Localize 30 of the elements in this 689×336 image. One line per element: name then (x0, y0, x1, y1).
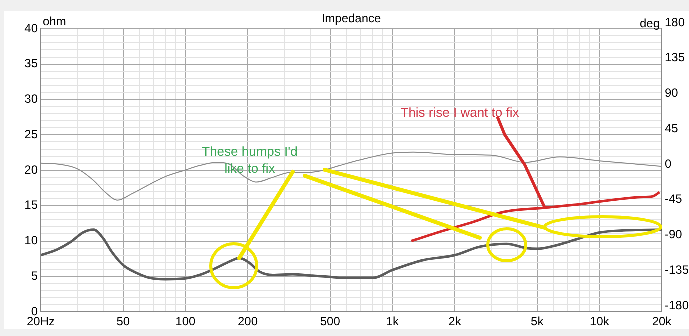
x-tick-label: 5k (531, 314, 545, 329)
y2-tick-label: 135 (665, 50, 686, 65)
x-tick-label: 1k (386, 314, 400, 329)
chart-title: Impedance (322, 11, 382, 26)
y2-tick-label: -135 (665, 262, 689, 277)
y-tick-label: 15 (24, 198, 38, 212)
y2-axis-title: deg (640, 16, 660, 30)
y2-tick-label: 45 (665, 121, 679, 136)
x-tick-label: 50 (116, 314, 130, 329)
y2-tick-label: -90 (665, 228, 683, 242)
x-tick-label: 100 (176, 314, 196, 329)
y2-tick-label: -45 (665, 192, 683, 206)
y2-tick-label: 90 (665, 86, 679, 100)
x-tick-label: 10k (590, 314, 610, 329)
y-tick-label: 35 (24, 56, 38, 71)
x-tick-label: 200 (238, 314, 258, 329)
y-tick-label: 10 (24, 234, 38, 248)
y-tick-label: 40 (24, 21, 38, 36)
y2-tick-label: 0 (665, 156, 672, 171)
y2-tick-label: -180 (665, 298, 689, 312)
y2-tick-label: 180 (665, 15, 686, 30)
y-tick-label: 20 (24, 162, 38, 177)
x-tick-label: 500 (320, 314, 341, 329)
y-tick-label: 25 (24, 127, 38, 142)
y-tick-label: 30 (24, 92, 38, 106)
y-axis-title: ohm (43, 14, 66, 28)
annotation: This rise I want to fix (400, 104, 520, 121)
x-tick-label: 20k (652, 314, 673, 329)
y-tick-label: 5 (31, 268, 38, 283)
x-tick-label: 2k (448, 314, 462, 329)
